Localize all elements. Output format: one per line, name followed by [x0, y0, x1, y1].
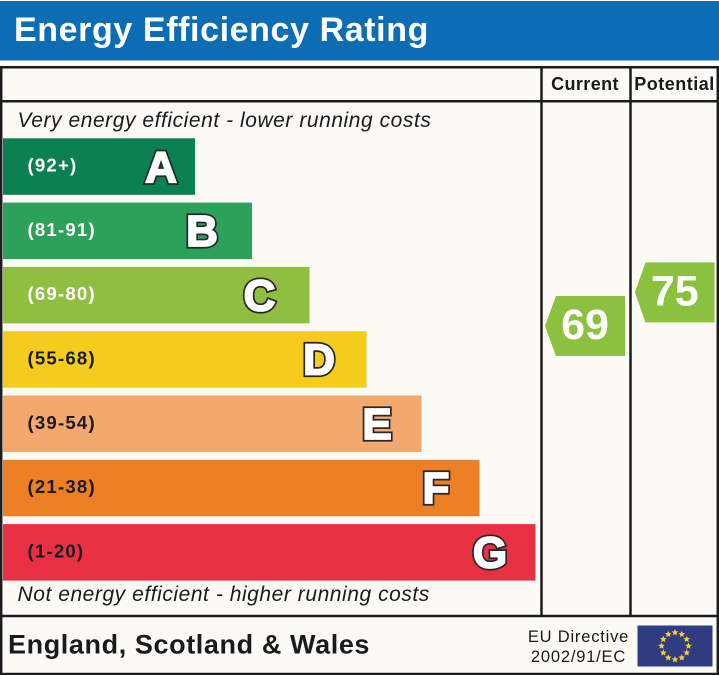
svg-text:(55-68): (55-68) — [28, 347, 96, 368]
svg-text:Current: Current — [551, 74, 619, 94]
svg-text:B: B — [186, 207, 218, 256]
svg-text:(39-54): (39-54) — [28, 412, 96, 433]
svg-text:A: A — [145, 143, 177, 192]
svg-text:F: F — [423, 464, 450, 513]
svg-text:(69-80): (69-80) — [28, 283, 96, 304]
svg-text:69: 69 — [561, 301, 609, 349]
svg-text:(1-20): (1-20) — [28, 540, 85, 561]
svg-text:B: B — [186, 207, 218, 256]
svg-text:(81-91): (81-91) — [28, 219, 96, 240]
svg-text:E: E — [362, 400, 391, 449]
svg-text:D: D — [303, 336, 335, 385]
svg-text:Very energy efficient - lower: Very energy efficient - lower running co… — [18, 109, 432, 132]
svg-text:Energy Efficiency Rating: Energy Efficiency Rating — [14, 11, 429, 49]
svg-text:C: C — [244, 271, 276, 320]
svg-text:England, Scotland & Wales: England, Scotland & Wales — [8, 630, 370, 660]
svg-text:C: C — [244, 271, 276, 320]
svg-text:A: A — [145, 143, 177, 192]
svg-text:Not energy efficient - higher: Not energy efficient - higher running co… — [18, 583, 430, 606]
svg-text:(21-38): (21-38) — [28, 476, 96, 497]
svg-text:2002/91/EC: 2002/91/EC — [531, 648, 626, 666]
svg-text:75: 75 — [651, 268, 699, 316]
svg-text:EU Directive: EU Directive — [528, 628, 629, 646]
svg-text:G: G — [473, 529, 507, 578]
svg-text:(92+): (92+) — [28, 155, 78, 176]
svg-text:D: D — [303, 336, 335, 385]
svg-text:G: G — [473, 529, 507, 578]
svg-text:E: E — [362, 400, 391, 449]
svg-text:F: F — [423, 464, 450, 513]
svg-text:Potential: Potential — [634, 74, 715, 94]
